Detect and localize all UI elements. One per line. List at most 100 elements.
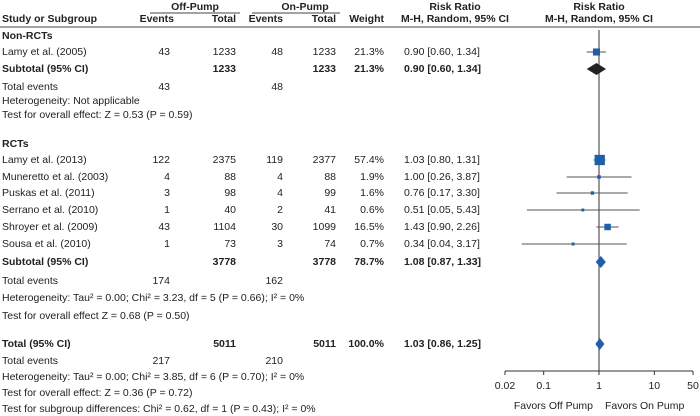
weight: 0.6% [360, 204, 384, 216]
effect: 0.76 [0.17, 3.30] [404, 187, 480, 199]
cell: 2375 [213, 154, 237, 166]
effect: 0.34 [0.04, 3.17] [404, 238, 480, 250]
cell: 48 [271, 46, 283, 58]
total-header: Total [312, 13, 336, 25]
effect: 1.00 [0.26, 3.87] [404, 171, 480, 183]
cell: 3778 [313, 256, 337, 268]
total-header: Total [212, 13, 236, 25]
cell: 98 [224, 187, 236, 199]
row-label: Total events [2, 355, 58, 367]
row-label: Lamy et al. (2005) [2, 46, 87, 58]
cell: 4 [277, 171, 283, 183]
weight: 21.3% [354, 63, 384, 75]
cell: 119 [266, 154, 283, 166]
cell: 1233 [313, 63, 337, 75]
weight: 16.5% [354, 221, 384, 233]
cell: 122 [152, 154, 170, 166]
row-label: Test for subgroup differences: Chi² = 0.… [2, 403, 316, 415]
x-tick-label: 0.02 [495, 380, 516, 392]
row-label: Total (95% CI) [2, 338, 71, 350]
effect: 0.90 [0.60, 1.34] [404, 63, 481, 75]
weight: 57.4% [354, 154, 384, 166]
cell: 210 [265, 355, 283, 367]
row-label: Serrano et al. (2010) [2, 204, 98, 216]
cell: 43 [158, 221, 170, 233]
cell: 30 [271, 221, 283, 233]
row-label: Test for overall effect Z = 0.68 (P = 0.… [2, 310, 190, 322]
x-tick-label: 10 [648, 380, 660, 392]
x-label-left: Favors Off Pump [514, 400, 593, 412]
cell: 4 [277, 187, 283, 199]
events-header: Events [140, 13, 175, 25]
effect-square [597, 175, 601, 179]
effect: 1.43 [0.90, 2.26] [404, 221, 480, 233]
row-label: Subtotal (95% CI) [2, 63, 88, 75]
weight-header: Weight [349, 13, 384, 25]
effect-square [592, 48, 601, 56]
cell: 2 [277, 204, 283, 216]
effect-square [571, 242, 575, 246]
plot-method: M-H, Random, 95% CI [545, 13, 653, 25]
weight: 21.3% [354, 46, 384, 58]
weight: 1.9% [360, 171, 384, 183]
x-tick-label: 50 [687, 380, 699, 392]
cell: 40 [224, 204, 236, 216]
cell: 2377 [313, 154, 337, 166]
weight: 78.7% [354, 256, 384, 268]
effect: 1.08 [0.87, 1.33] [404, 256, 481, 268]
weight: 0.7% [360, 238, 384, 250]
row-label: Puskas et al. (2011) [2, 187, 95, 199]
effect: 1.03 [0.86, 1.25] [404, 338, 481, 350]
x-tick-label: 0.1 [536, 380, 551, 392]
row-label: Total events [2, 275, 58, 287]
cell: 1 [164, 204, 170, 216]
effect: 0.51 [0.05, 5.43] [404, 204, 480, 216]
row-label: Sousa et al. (2010) [2, 238, 91, 250]
group2-header: On-Pump [281, 1, 328, 13]
effect-square [581, 208, 585, 212]
group1-header: Off-Pump [171, 1, 219, 13]
row-label: Test for overall effect: Z = 0.36 (P = 0… [2, 387, 192, 399]
cell: 217 [152, 355, 170, 367]
row-label: Non-RCTs [2, 30, 53, 42]
weight: 1.6% [360, 187, 384, 199]
events-header: Events [249, 13, 284, 25]
effect-diamond [595, 256, 606, 268]
row-label: Lamy et al. (2013) [2, 154, 87, 166]
effect-diamond [586, 63, 607, 75]
cell: 5011 [313, 338, 336, 350]
cell: 74 [324, 238, 336, 250]
x-label-right: Favors On Pump [605, 400, 685, 412]
effect-square [594, 154, 605, 166]
row-label: Total events [2, 81, 58, 93]
cell: 99 [324, 187, 336, 199]
effect-diamond [595, 338, 605, 350]
row-label: Muneretto et al. (2003) [2, 171, 108, 183]
cell: 88 [324, 171, 336, 183]
cell: 43 [158, 81, 170, 93]
effect-square [604, 223, 611, 231]
cell: 48 [271, 81, 283, 93]
row-label: Subtotal (95% CI) [2, 256, 88, 268]
cell: 1 [164, 238, 170, 250]
cell: 1233 [213, 63, 237, 75]
cell: 3 [164, 187, 170, 199]
cell: 1104 [213, 221, 236, 233]
rr-header: Risk Ratio [429, 1, 480, 13]
row-label: Shroyer et al. (2009) [2, 221, 98, 233]
effect: 0.90 [0.60, 1.34] [404, 46, 480, 58]
cell: 3 [277, 238, 283, 250]
cell: 174 [152, 275, 170, 287]
row-label: Heterogeneity: Not applicable [2, 95, 140, 107]
row-label: RCTs [2, 138, 29, 150]
effect: 1.03 [0.80, 1.31] [404, 154, 480, 166]
weight: 100.0% [348, 338, 384, 350]
row-label: Heterogeneity: Tau² = 0.00; Chi² = 3.23,… [2, 292, 304, 304]
row-label: Heterogeneity: Tau² = 0.00; Chi² = 3.85,… [2, 371, 304, 383]
cell: 4 [164, 171, 170, 183]
cell: 43 [158, 46, 170, 58]
x-tick-label: 1 [596, 380, 602, 392]
cell: 1233 [213, 46, 237, 58]
effect-square [590, 191, 595, 195]
